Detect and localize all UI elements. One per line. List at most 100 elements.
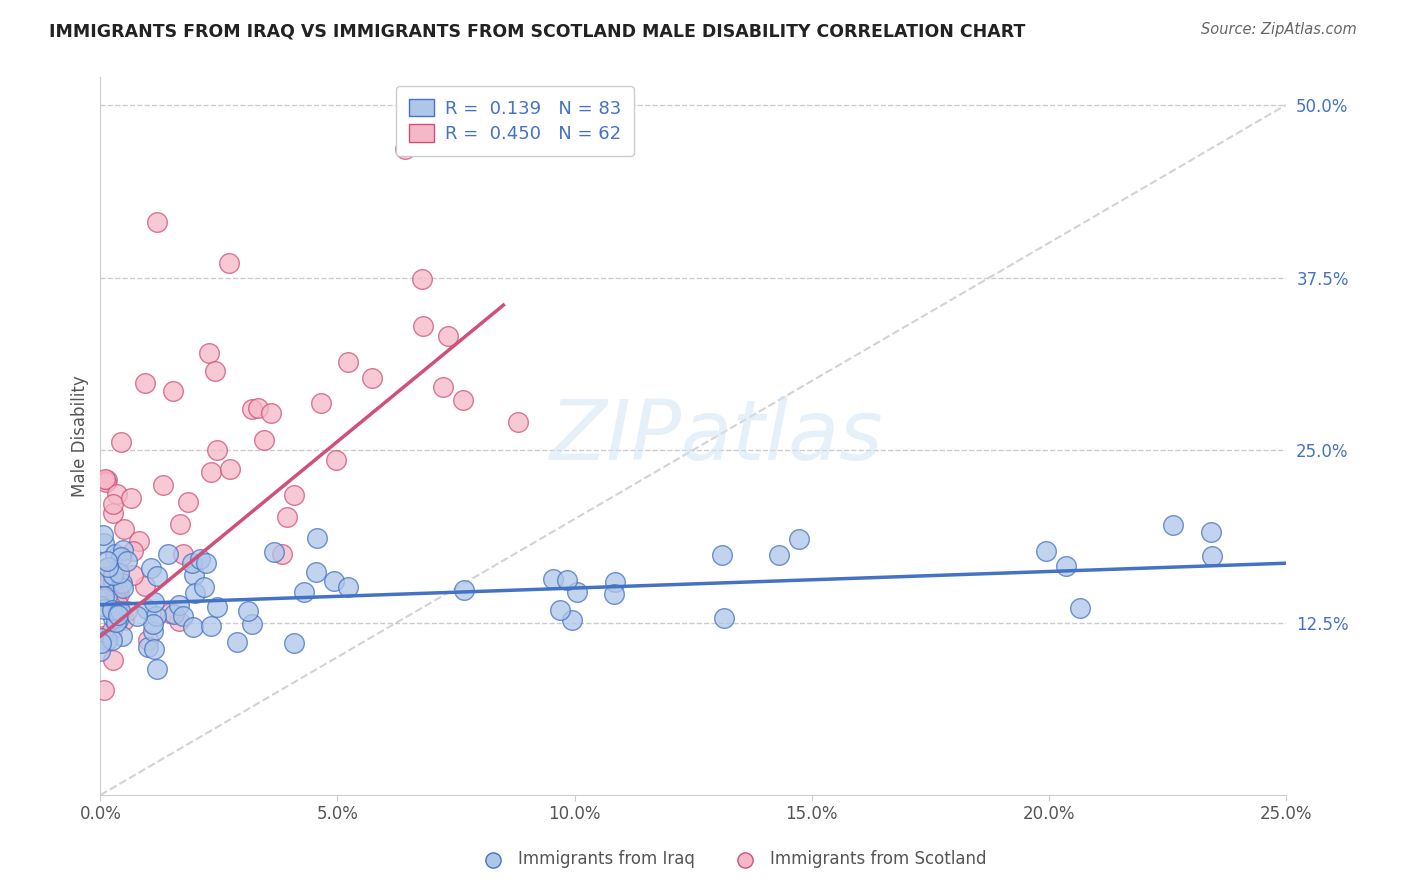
Point: [134, 376, 156, 390]
Point: [98, 598, 121, 612]
Point: [97, 560, 120, 574]
Point: [100, 603, 122, 617]
Point: [260, 406, 283, 420]
Text: IMMIGRANTS FROM IRAQ VS IMMIGRANTS FROM SCOTLAND MALE DISABILITY CORRELATION CHA: IMMIGRANTS FROM IRAQ VS IMMIGRANTS FROM …: [49, 22, 1025, 40]
Point: [96, 554, 118, 568]
Point: [146, 569, 169, 583]
Point: [107, 566, 129, 580]
Point: [90, 582, 112, 596]
Point: [713, 611, 735, 625]
Point: [101, 568, 124, 582]
Point: [412, 318, 434, 333]
Point: [139, 561, 162, 575]
Point: [787, 532, 810, 546]
Point: [325, 453, 347, 467]
Point: [107, 605, 129, 619]
Point: [172, 548, 194, 562]
Point: [112, 522, 135, 536]
Point: [283, 636, 305, 650]
Point: [122, 567, 145, 582]
Point: [1199, 524, 1222, 539]
Point: [219, 462, 242, 476]
Point: [101, 574, 124, 588]
Point: [183, 568, 205, 582]
Point: [142, 595, 165, 609]
Point: [432, 379, 454, 393]
Point: [453, 393, 475, 408]
Point: [103, 596, 125, 610]
Point: [104, 586, 127, 600]
Point: [105, 487, 128, 501]
Point: [411, 272, 433, 286]
Point: [205, 442, 228, 457]
Point: [710, 548, 733, 562]
Point: [101, 632, 124, 647]
Point: [181, 620, 204, 634]
Point: [565, 585, 588, 599]
Point: [93, 682, 115, 697]
Point: [360, 371, 382, 385]
Point: [108, 587, 131, 601]
Point: [169, 516, 191, 531]
Point: [541, 572, 564, 586]
Point: [436, 329, 458, 343]
Point: [96, 632, 118, 647]
Point: [115, 554, 138, 568]
Point: [193, 580, 215, 594]
Point: [1161, 518, 1184, 533]
Point: [323, 574, 346, 588]
Point: [96, 561, 118, 575]
Point: [90, 599, 112, 613]
Point: [93, 570, 115, 584]
Point: [561, 613, 583, 627]
Point: [107, 608, 129, 623]
Point: [152, 478, 174, 492]
Point: [167, 598, 190, 612]
Point: [205, 600, 228, 615]
Point: [167, 614, 190, 628]
Point: [134, 579, 156, 593]
Point: [103, 497, 125, 511]
Point: [200, 466, 222, 480]
Point: [142, 624, 165, 638]
Point: [96, 475, 118, 489]
Point: [218, 256, 240, 270]
Point: [112, 613, 135, 627]
Point: [394, 142, 416, 156]
Point: [145, 608, 167, 623]
Point: [1201, 549, 1223, 563]
Point: [146, 662, 169, 676]
Point: [91, 528, 114, 542]
Point: [146, 215, 169, 229]
Point: [112, 581, 135, 595]
Point: [143, 642, 166, 657]
Point: [111, 629, 134, 643]
Point: [453, 583, 475, 598]
Point: [180, 556, 202, 570]
Point: [226, 634, 249, 648]
Point: [138, 632, 160, 647]
Point: [125, 609, 148, 624]
Point: [120, 491, 142, 506]
Point: [136, 602, 159, 616]
Point: [247, 401, 270, 415]
Point: [93, 590, 115, 604]
Point: [309, 396, 332, 410]
Point: [105, 596, 128, 610]
Point: [104, 547, 127, 561]
Point: [305, 565, 328, 579]
Point: [506, 416, 529, 430]
Point: [1069, 601, 1091, 615]
Point: [105, 615, 128, 629]
Point: [271, 547, 294, 561]
Point: [200, 619, 222, 633]
Point: [157, 548, 180, 562]
Point: [136, 640, 159, 655]
Point: [283, 488, 305, 502]
Point: [107, 582, 129, 597]
Point: [101, 506, 124, 520]
Point: [93, 472, 115, 486]
Point: [163, 607, 186, 621]
Point: [292, 585, 315, 599]
Point: [111, 576, 134, 591]
